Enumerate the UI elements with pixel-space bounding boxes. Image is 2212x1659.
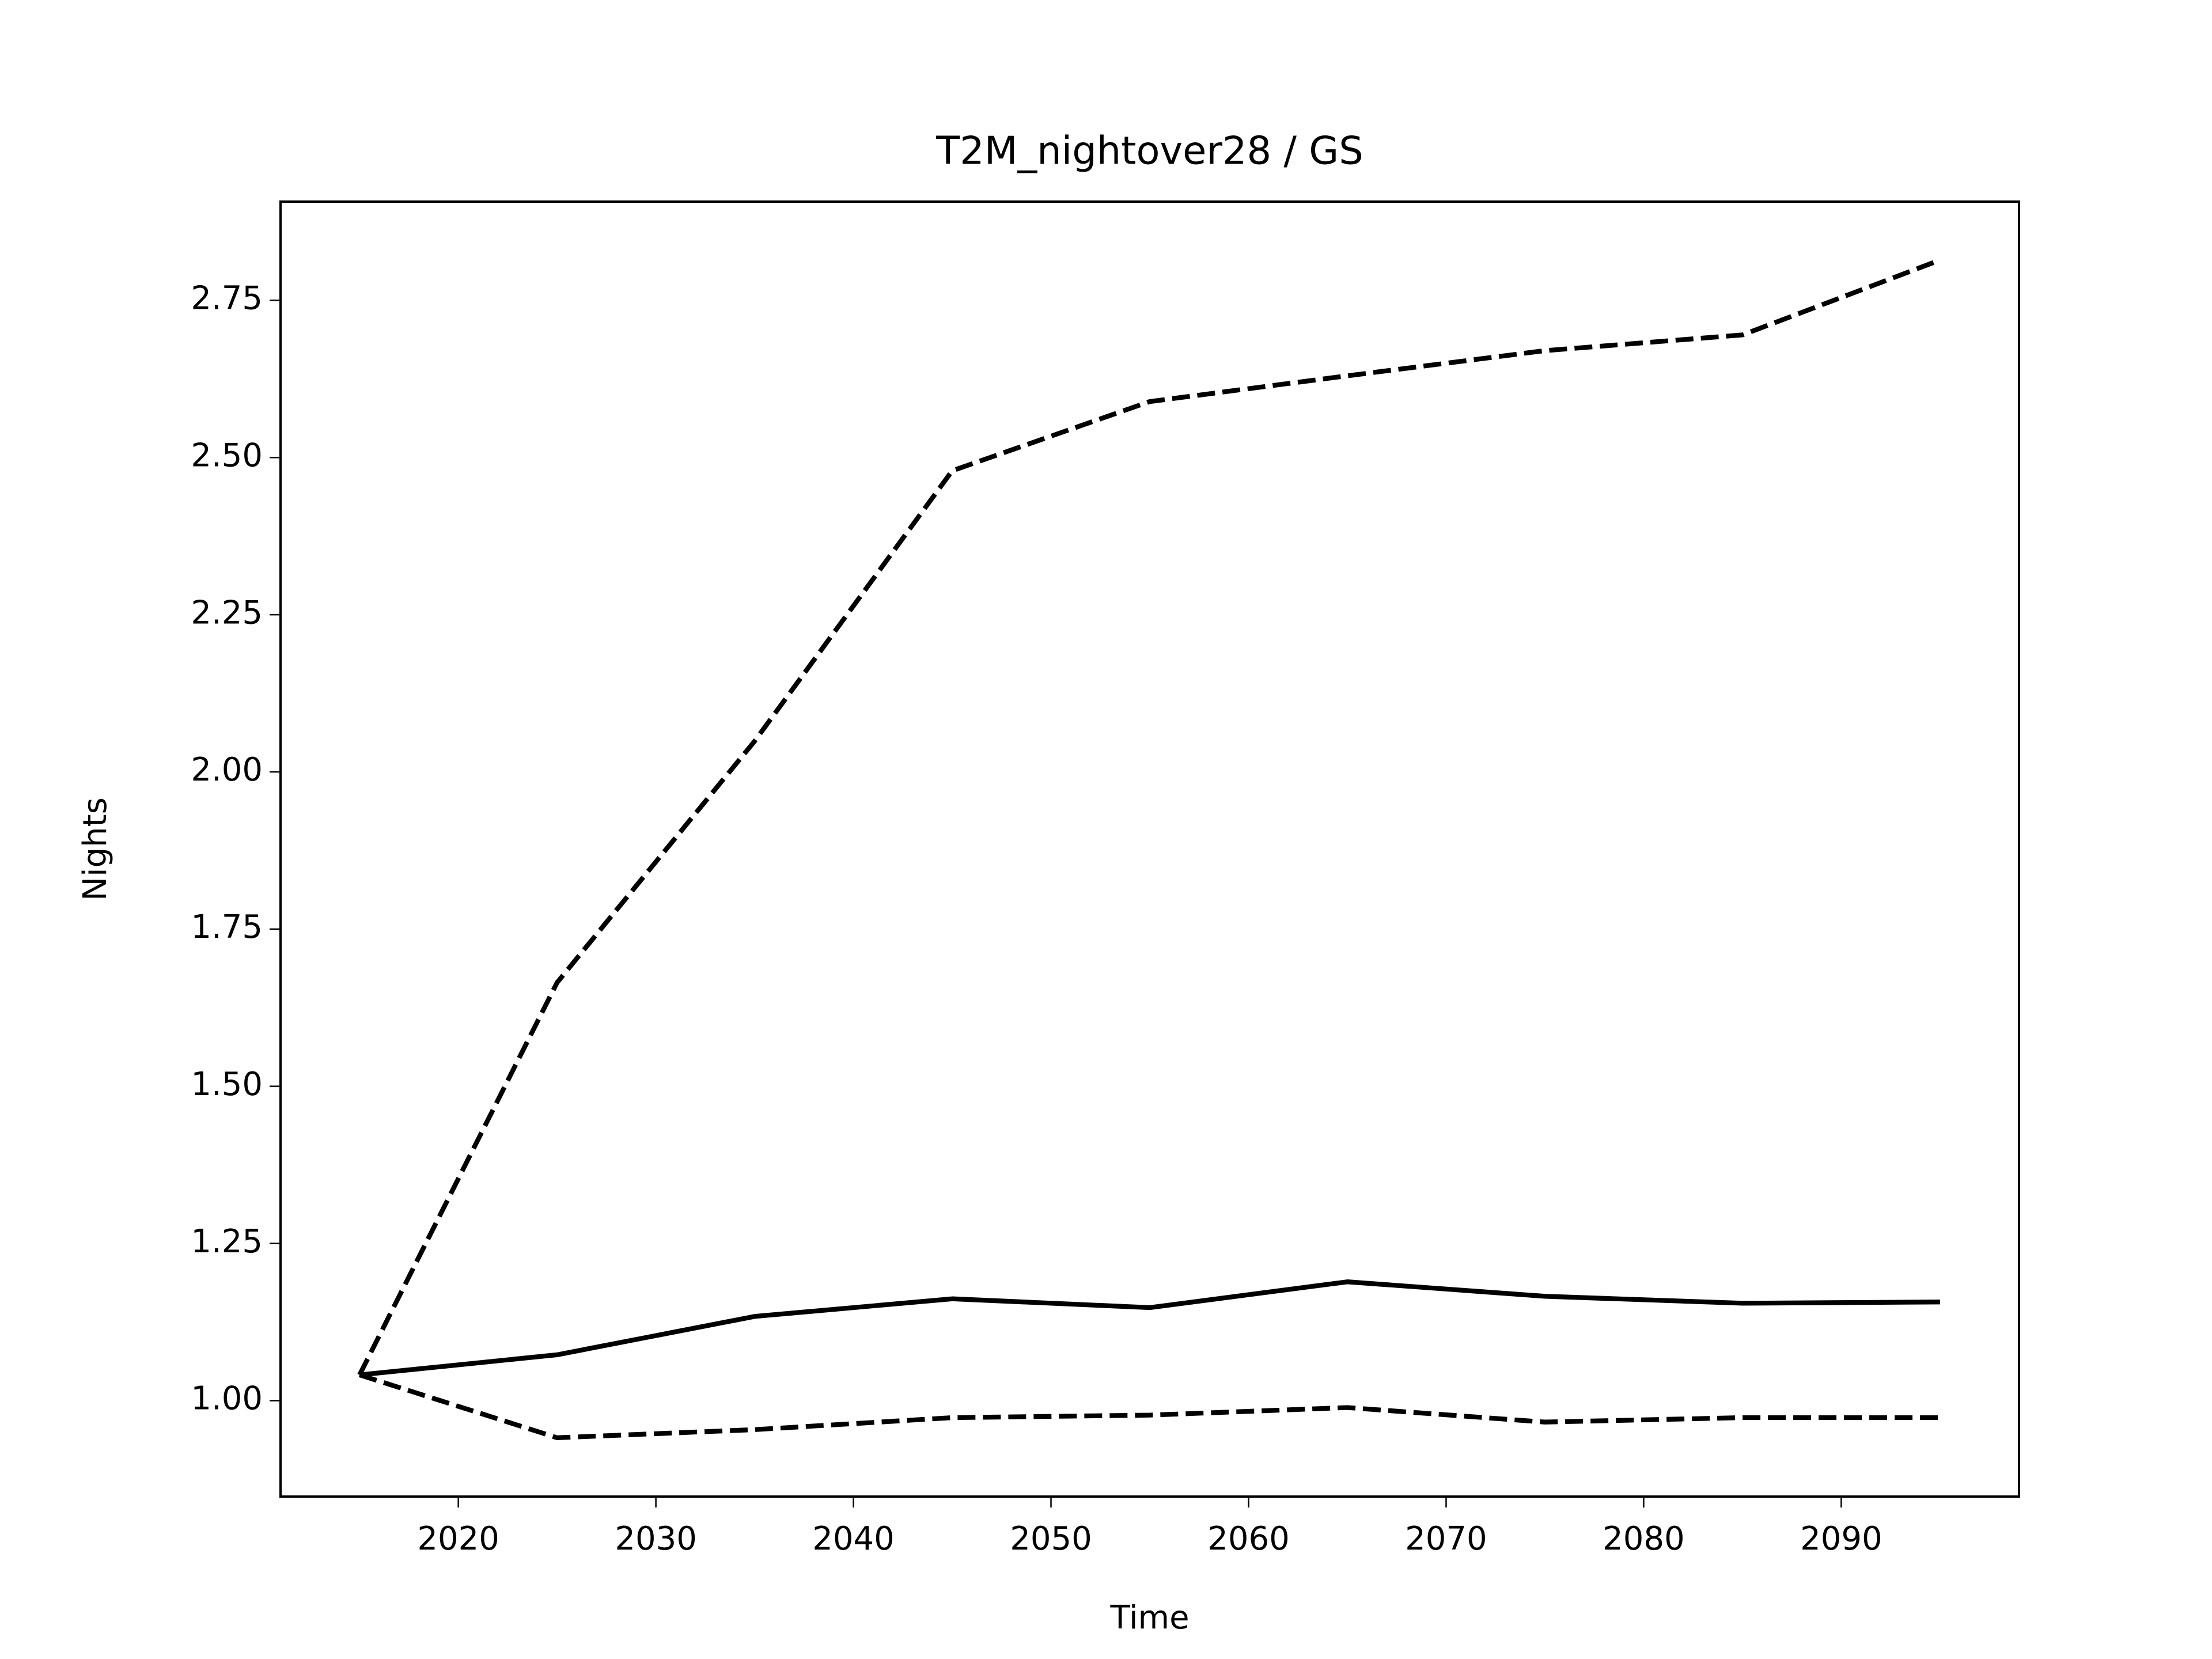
y-tick-label: 2.25 [191,594,263,631]
y-tick-label: 2.00 [191,751,263,789]
y-tick-label: 2.50 [191,437,263,474]
x-tick-label: 2070 [1405,1520,1487,1558]
x-tick-label: 2080 [1603,1520,1685,1558]
y-tick-label: 1.50 [191,1066,263,1103]
x-tick-label: 2020 [417,1520,499,1558]
series-line [357,257,1941,1376]
x-tick-label: 2060 [1207,1520,1290,1558]
chart-title: T2M_nightover28 / GS [935,128,1363,173]
y-axis-label: Nights [77,797,114,901]
y-tick-label: 2.75 [191,280,263,317]
x-axis-label: Time [1109,1599,1189,1637]
plot-frame [279,200,2020,1498]
x-tick-label: 2040 [812,1520,895,1558]
y-tick-label: 1.75 [191,908,263,946]
series-line [358,1372,1940,1441]
x-tick-label: 2090 [1800,1520,1883,1558]
x-tick-label: 2030 [615,1520,697,1558]
series-line [359,1279,1940,1377]
y-tick-label: 1.00 [191,1380,263,1418]
y-tick-label: 1.25 [191,1223,263,1260]
x-tick-label: 2050 [1010,1520,1092,1558]
